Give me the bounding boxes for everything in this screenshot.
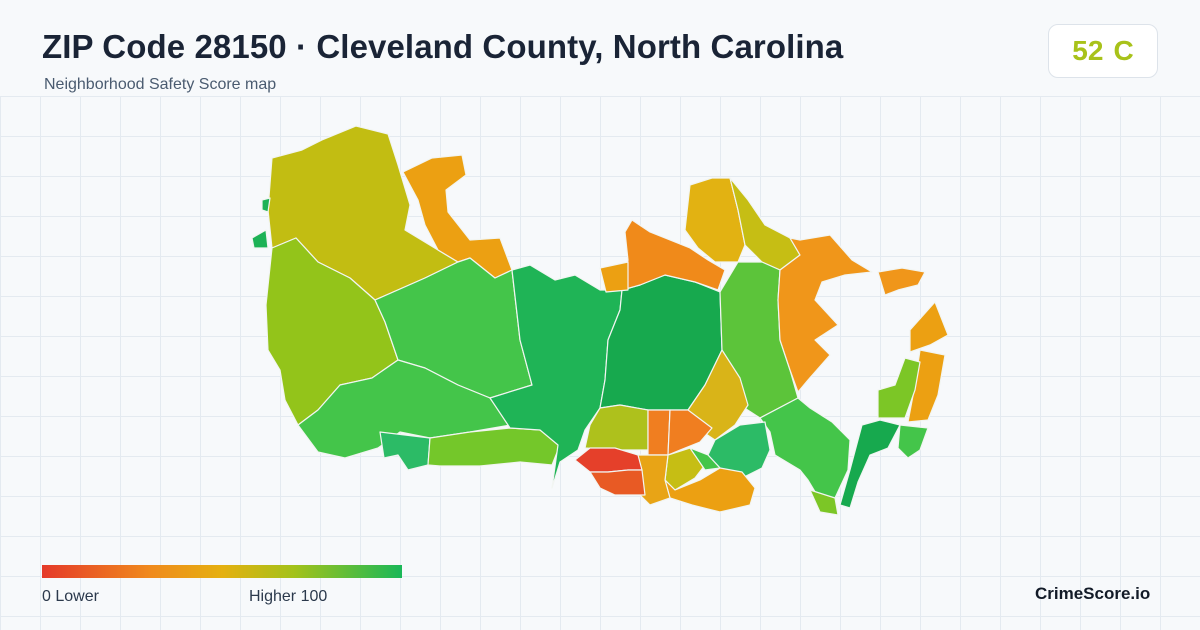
map-region[interactable] (489, 264, 623, 489)
header: ZIP Code 28150 · Cleveland County, North… (0, 0, 1200, 96)
map-region[interactable] (684, 177, 746, 263)
map-region[interactable] (877, 267, 926, 296)
map-region[interactable] (379, 431, 431, 471)
map-region[interactable] (897, 424, 929, 459)
page-subtitle: Neighborhood Safety Score map (44, 76, 277, 93)
legend-color-scale (42, 565, 402, 578)
score-value: 52 (1072, 35, 1104, 66)
page-title: ZIP Code 28150 · Cleveland County, North… (42, 28, 844, 65)
map-region[interactable] (589, 469, 646, 496)
map-region[interactable] (261, 197, 271, 213)
map-region[interactable] (909, 301, 949, 353)
score-grade: C (1113, 35, 1134, 66)
map-region[interactable] (574, 447, 643, 473)
map-region[interactable] (647, 409, 671, 456)
brand-logo-text: CrimeScore.io (1035, 584, 1151, 603)
legend-min-label: 0 Lower (42, 588, 99, 605)
map-region[interactable] (809, 489, 839, 516)
score-badge: 52 C (1048, 24, 1158, 78)
map-region[interactable] (251, 229, 269, 249)
map-region[interactable] (664, 467, 756, 513)
map-region[interactable] (777, 234, 873, 393)
map-region[interactable] (599, 261, 629, 293)
map-region[interactable] (839, 419, 901, 509)
map-region[interactable] (427, 427, 561, 467)
map-region[interactable] (759, 397, 851, 501)
map-region[interactable] (402, 154, 513, 279)
map-region[interactable] (877, 357, 921, 419)
map-region[interactable] (584, 404, 649, 451)
legend-max-label: Higher 100 (249, 588, 328, 605)
